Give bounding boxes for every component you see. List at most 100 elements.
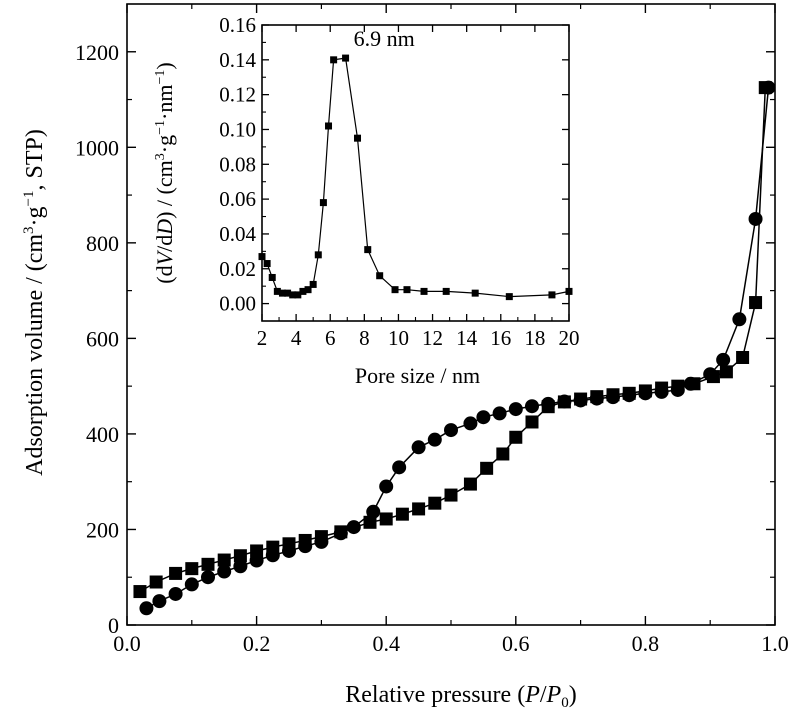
inset-data-point <box>442 287 450 295</box>
data-point-circle <box>670 382 685 397</box>
inset-x-tick-label: 10 <box>388 326 409 350</box>
data-point-circle <box>573 393 588 408</box>
data-point-circle <box>249 553 264 568</box>
inset-data-point <box>342 54 350 62</box>
data-point-circle <box>463 416 478 431</box>
y-tick-label: 0 <box>108 613 119 638</box>
data-point-circle <box>638 386 653 401</box>
inset-y-tick-label: 0.02 <box>219 257 256 281</box>
inset-series <box>258 54 573 301</box>
x-tick-label: 0.4 <box>372 631 400 656</box>
x-tick-label: 1.0 <box>761 631 789 656</box>
inset-plot-frame <box>261 24 570 322</box>
data-point-circle <box>366 504 381 519</box>
data-point-circle <box>411 440 426 455</box>
data-point-square <box>363 515 377 529</box>
inset-x-tick-label: 2 <box>257 326 268 350</box>
inset-data-point <box>354 134 362 142</box>
inset-x-tick-label: 18 <box>524 326 545 350</box>
y-tick-label: 1200 <box>75 40 119 65</box>
inset-data-point <box>420 287 428 295</box>
data-point-circle <box>492 406 507 421</box>
inset-data-point <box>294 291 302 299</box>
data-point-circle <box>298 539 313 554</box>
data-point-circle <box>716 352 731 367</box>
inset-data-point <box>258 253 266 261</box>
data-point-circle <box>557 394 572 409</box>
data-point-square <box>480 461 494 475</box>
inset-y-tick-label: 0.06 <box>219 187 256 211</box>
data-point-circle <box>217 564 232 579</box>
peak-annotation: 6.9 nm <box>354 26 415 51</box>
inset-data-point <box>330 56 338 64</box>
inset-data-point <box>364 246 372 254</box>
inset-x-tick-label: 16 <box>490 326 511 350</box>
y-axis-title: Adsorption volume / (cm3·g−1, STP) <box>21 129 48 476</box>
inset-x-tick-label: 6 <box>325 326 336 350</box>
inset-data-point <box>471 289 479 297</box>
data-point-circle <box>152 594 167 609</box>
data-point-circle <box>265 548 280 563</box>
series-line-circle <box>146 87 770 609</box>
inset-y-tick-label: 0.08 <box>219 152 256 176</box>
data-point-square <box>525 415 539 429</box>
inset-y-tick-label: 0.14 <box>219 48 256 72</box>
data-point-circle <box>622 388 637 403</box>
data-point-circle <box>541 396 556 411</box>
data-point-square <box>463 477 477 491</box>
inset-y-tick-label: 0.00 <box>219 292 256 316</box>
main-plot: 0.0 0.2 0.4 0.6 0.8 1.0 0 200 400 600 800 1000 1200 R… <box>21 3 789 711</box>
data-point-square <box>509 430 523 444</box>
y-tick-label: 600 <box>86 326 119 351</box>
inset-x-tick-label: 8 <box>359 326 370 350</box>
inset-data-point <box>268 273 276 281</box>
data-point-square <box>149 575 163 589</box>
data-point-circle <box>346 520 361 535</box>
data-point-circle <box>589 391 604 406</box>
data-point-circle <box>654 384 669 399</box>
data-point-circle <box>314 534 329 549</box>
data-point-square <box>201 557 215 571</box>
data-point-circle <box>201 570 215 585</box>
inset-data-point <box>289 291 297 299</box>
inset-data-point <box>505 293 513 301</box>
data-point-circle <box>392 460 407 475</box>
y-tick-label: 800 <box>86 231 119 256</box>
inset-y-axis-title: (dV/dD) / (cm3·g−1·nm−1) <box>152 62 177 283</box>
inset-x-axis-title: Pore size / nm <box>355 363 480 388</box>
inset-data-point <box>565 287 573 295</box>
data-point-circle <box>508 402 523 417</box>
data-point-square <box>444 488 458 502</box>
inset-data-point <box>325 122 333 130</box>
data-point-square <box>379 512 393 526</box>
inset-y-tick-label: 0.04 <box>219 222 256 246</box>
data-point-square <box>749 296 763 310</box>
data-point-circle <box>379 479 394 494</box>
data-point-circle <box>184 577 199 592</box>
x-tick-label: 0.6 <box>502 631 530 656</box>
inset-x-tick-label: 4 <box>291 326 302 350</box>
data-point-circle <box>168 586 183 601</box>
data-point-circle <box>282 543 296 558</box>
inset-data-point <box>391 286 399 294</box>
data-point-circle <box>703 367 718 382</box>
data-point-circle <box>233 559 248 574</box>
data-point-square <box>719 365 733 379</box>
data-point-square <box>217 553 231 567</box>
inset-data-point <box>548 291 556 299</box>
data-point-circle <box>732 312 747 327</box>
data-point-square <box>185 562 199 576</box>
data-point-square <box>736 350 750 364</box>
inset-data-point <box>263 260 271 268</box>
inset-data-point <box>273 287 281 295</box>
data-point-square <box>233 549 247 563</box>
data-point-circle <box>427 432 442 447</box>
data-point-circle <box>444 423 458 438</box>
inset-x-tick-label: 20 <box>559 326 580 350</box>
x-tick-label: 0.2 <box>243 631 271 656</box>
inset-data-point <box>314 251 322 259</box>
data-point-square <box>395 507 409 521</box>
inset-data-point <box>299 287 307 295</box>
data-point-circle <box>333 526 348 541</box>
